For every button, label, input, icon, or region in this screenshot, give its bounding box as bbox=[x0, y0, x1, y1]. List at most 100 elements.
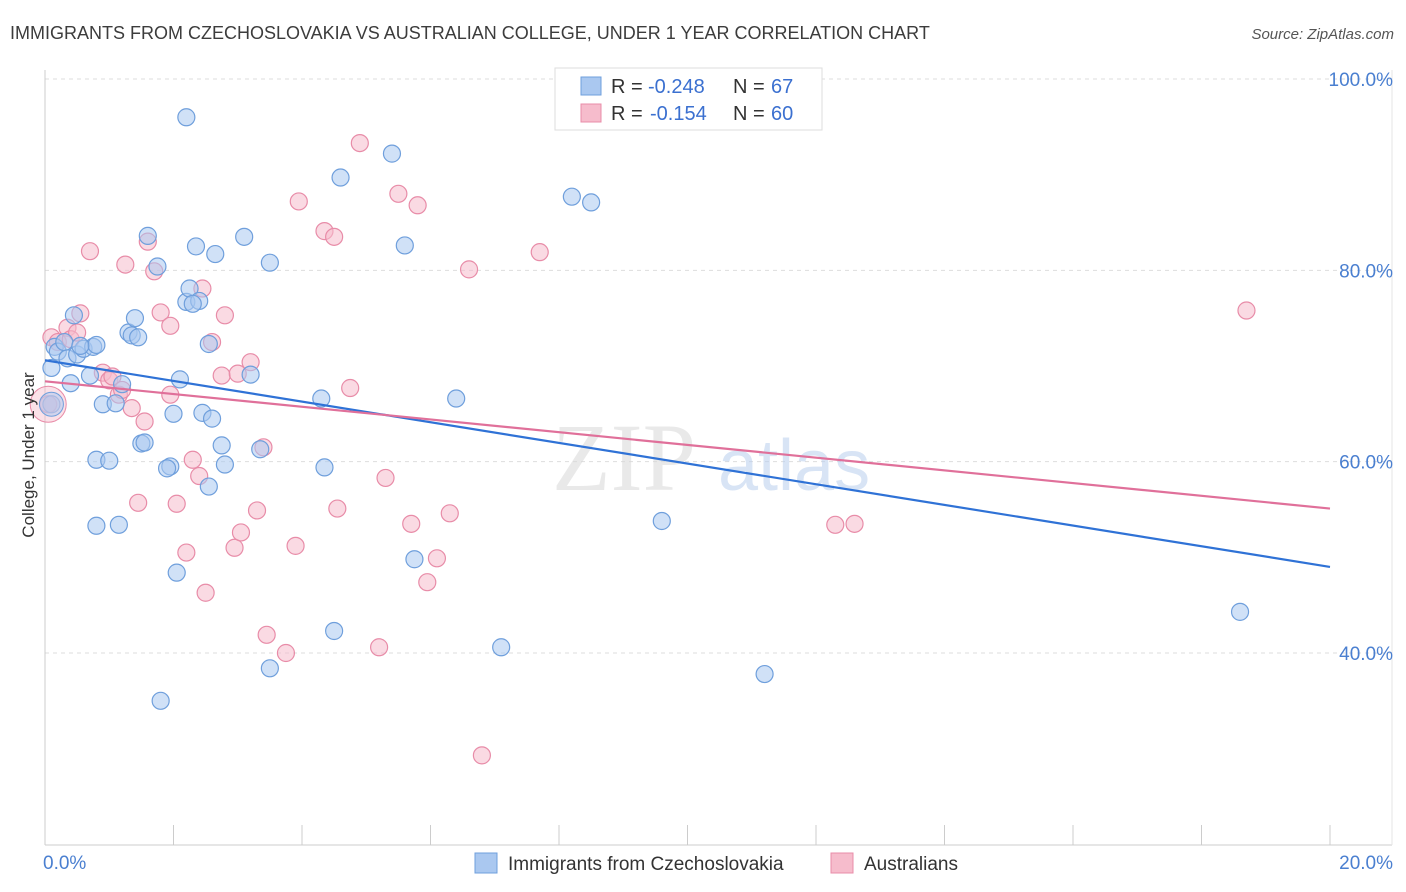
pink-point-27 bbox=[196, 583, 215, 602]
y-tick-labels: 40.0% 60.0% 80.0% 100.0% bbox=[1329, 70, 1394, 665]
blue-point-62 bbox=[755, 664, 774, 684]
y-tick-label-1: 60.0% bbox=[1339, 453, 1393, 474]
pink-point-29 bbox=[212, 366, 231, 385]
pink-point-59 bbox=[1237, 301, 1256, 320]
legend-r-value-2: -0.154 bbox=[650, 103, 707, 125]
pink-point-30 bbox=[215, 306, 234, 325]
pink-point-52 bbox=[427, 549, 447, 568]
chart-source: Source: ZipAtlas.com bbox=[1251, 26, 1394, 43]
legend-n-label-1: N = bbox=[733, 76, 765, 98]
blue-point-44 bbox=[215, 455, 234, 474]
pink-point-46 bbox=[370, 638, 389, 657]
legend-swatch-blue bbox=[580, 76, 602, 96]
pink-point-23 bbox=[177, 543, 196, 562]
pink-point-50 bbox=[408, 196, 427, 215]
chart-title: IMMIGRANTS FROM CZECHOSLOVAKIA VS AUSTRA… bbox=[10, 23, 930, 43]
pink-point-33 bbox=[231, 523, 251, 542]
pink-point-31 bbox=[225, 538, 244, 557]
blue-point-41 bbox=[202, 409, 222, 428]
legend-r-label-1: R = bbox=[611, 76, 643, 98]
blue-point-52 bbox=[325, 621, 344, 641]
x-tick-label-0: 0.0% bbox=[43, 853, 86, 874]
pink-point-37 bbox=[257, 625, 276, 644]
legend-swatch-pink bbox=[580, 103, 602, 123]
blue-point-56 bbox=[405, 550, 424, 569]
blue-point-18 bbox=[87, 516, 106, 535]
blue-point-60 bbox=[582, 193, 601, 212]
pink-point-54 bbox=[459, 260, 479, 279]
blue-point-54 bbox=[382, 144, 402, 163]
bottom-legend-swatch-blue bbox=[474, 852, 498, 874]
pink-point-35 bbox=[247, 501, 267, 520]
blue-point-12 bbox=[87, 335, 106, 355]
x-tick-labels: 0.0% 20.0% bbox=[43, 853, 1393, 874]
pink-point-58 bbox=[845, 514, 864, 533]
blue-point-57 bbox=[447, 389, 466, 408]
watermark-atlas: atlas bbox=[718, 426, 870, 506]
pink-point-7 bbox=[80, 242, 100, 261]
blue-point-25 bbox=[135, 433, 154, 452]
blue-point-48 bbox=[260, 253, 279, 272]
blue-point-15 bbox=[100, 451, 119, 470]
y-tick-label-2: 80.0% bbox=[1339, 261, 1393, 282]
blue-point-58 bbox=[492, 638, 511, 657]
bottom-legend-swatch-pink bbox=[830, 852, 854, 874]
watermark: ZIP atlas bbox=[552, 404, 870, 511]
blue-point-59 bbox=[562, 187, 581, 206]
y-axis-label: College, Under 1 year bbox=[19, 372, 38, 538]
blue-point-16 bbox=[106, 394, 125, 413]
blue-point-10 bbox=[80, 366, 100, 385]
series-legend: Immigrants from Czechoslovakia Australia… bbox=[474, 852, 958, 875]
pink-point-43 bbox=[328, 499, 347, 518]
blue-point-4 bbox=[55, 332, 74, 352]
axes bbox=[44, 70, 1393, 846]
blue-cluster-point bbox=[38, 391, 64, 417]
legend-n-label-2: N = bbox=[733, 103, 765, 125]
scatter-points bbox=[29, 108, 1256, 765]
pink-point-40 bbox=[289, 192, 308, 211]
blue-point-45 bbox=[235, 227, 254, 246]
x-tick-label-1: 20.0% bbox=[1339, 853, 1393, 874]
blue-point-32 bbox=[167, 563, 186, 582]
blue-point-46 bbox=[241, 365, 260, 384]
pink-point-38 bbox=[276, 643, 296, 663]
blue-point-47 bbox=[251, 440, 270, 459]
pink-point-48 bbox=[389, 184, 408, 203]
blue-point-39 bbox=[199, 334, 218, 354]
blue-trend-line bbox=[44, 359, 1331, 568]
blue-point-30 bbox=[164, 404, 183, 423]
blue-point-51 bbox=[315, 458, 334, 477]
pink-point-47 bbox=[376, 468, 395, 488]
pink-point-21 bbox=[161, 316, 180, 335]
pink-point-13 bbox=[116, 255, 135, 274]
blue-point-1 bbox=[42, 358, 61, 378]
legend-n-value-1: 67 bbox=[771, 76, 793, 98]
blue-point-50 bbox=[312, 389, 331, 408]
pink-point-44 bbox=[341, 378, 360, 398]
legend-n-value-2: 60 bbox=[771, 103, 793, 125]
blue-point-63 bbox=[1230, 602, 1250, 621]
blue-point-36 bbox=[186, 237, 206, 256]
blue-point-28 bbox=[151, 691, 170, 710]
blue-point-26 bbox=[138, 226, 157, 245]
pink-point-24 bbox=[183, 450, 202, 469]
pink-point-51 bbox=[418, 573, 437, 592]
blue-point-35 bbox=[177, 108, 196, 127]
legend-r-label-2: R = bbox=[611, 103, 643, 125]
pink-point-16 bbox=[135, 412, 154, 431]
blue-point-40 bbox=[199, 477, 218, 496]
pink-point-15 bbox=[129, 493, 148, 512]
pink-point-45 bbox=[350, 133, 369, 153]
legend-r-value-1: -0.248 bbox=[648, 76, 705, 98]
blue-point-64 bbox=[71, 336, 90, 356]
blue-point-49 bbox=[260, 659, 279, 678]
pink-point-57 bbox=[826, 515, 845, 534]
trend-lines bbox=[44, 359, 1331, 568]
pink-point-14 bbox=[122, 398, 141, 418]
blue-point-7 bbox=[64, 306, 84, 325]
blue-point-53 bbox=[331, 168, 350, 187]
blue-point-61 bbox=[652, 511, 671, 531]
blue-point-55 bbox=[395, 236, 414, 255]
blue-point-31 bbox=[170, 370, 190, 389]
pink-point-42 bbox=[325, 227, 344, 246]
